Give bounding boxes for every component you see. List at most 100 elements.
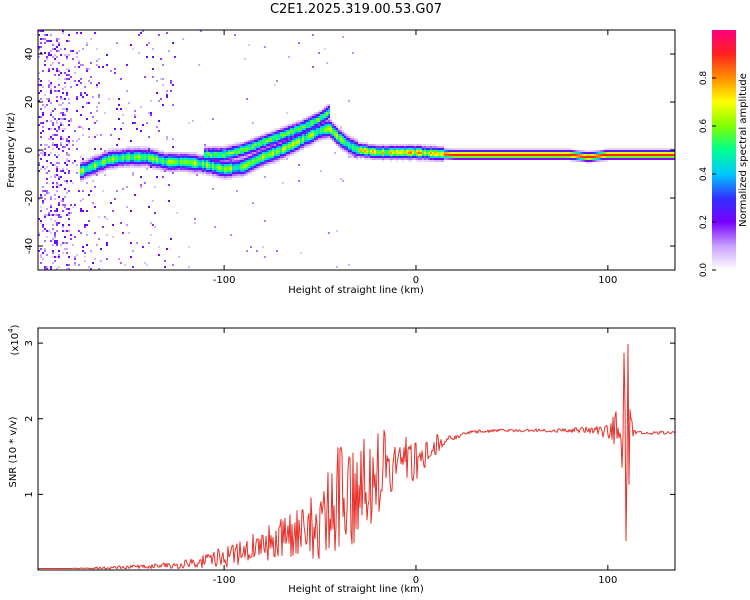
spectrogram-cell (292, 126, 294, 128)
spectrogram-cell (502, 152, 504, 154)
spectrogram-cell (578, 152, 580, 154)
spectrogram-cell (58, 176, 60, 178)
spectrogram-cell (356, 140, 358, 142)
spectrogram-cell (56, 90, 58, 92)
spectrogram-cell (106, 166, 108, 168)
spectrogram-cell (568, 152, 570, 154)
spectrogram-cell (244, 150, 246, 152)
spectrogram-cell (348, 100, 350, 102)
spectrogram-cell (546, 150, 548, 152)
spectrogram-cell (430, 158, 432, 160)
spectrogram-cell (662, 152, 664, 154)
spectrogram-cell (428, 146, 430, 148)
spectrogram-cell (640, 154, 642, 156)
spectrogram-cell (196, 154, 198, 156)
spectrogram-cell (270, 136, 272, 138)
spectrogram-cell (342, 146, 344, 148)
spectrogram-cell (222, 164, 224, 166)
spectrogram-cell (244, 154, 246, 156)
spectrogram-cell (238, 172, 240, 174)
spectrogram-cell (390, 156, 392, 158)
spectrogram-cell (572, 158, 574, 160)
spectrogram-cell (246, 166, 248, 168)
spectrogram-cell (282, 148, 284, 150)
spectrogram-cell (268, 140, 270, 142)
spectrogram-cell (152, 158, 154, 160)
spectrogram-cell (406, 146, 408, 148)
spectrogram-cell (262, 146, 264, 148)
spectrogram-cell (438, 158, 440, 160)
spectrogram-cell (292, 140, 294, 142)
spectrogram-cell (58, 154, 60, 156)
spectrogram-cell (406, 152, 408, 154)
spectrogram-cell (576, 160, 578, 162)
spectrogram-cell (54, 210, 56, 212)
spectrogram-cell (40, 158, 42, 160)
spectrogram-cell (564, 154, 566, 156)
spectrogram-cell (474, 148, 476, 150)
spectrogram-cell (160, 160, 162, 162)
spectrogram-cell (62, 128, 64, 130)
spectrogram-cell (440, 150, 442, 152)
spectrogram-cell (330, 122, 332, 124)
spectrogram-cell (460, 152, 462, 154)
spectrogram-cell (256, 168, 258, 170)
spectrogram-cell (320, 140, 322, 142)
spectrogram-cell (214, 156, 216, 158)
spectrogram-cell (240, 158, 242, 160)
spectrogram-cell (290, 144, 292, 146)
spectrogram-cell (154, 186, 156, 188)
spectrogram-cell (548, 152, 550, 154)
spectrogram-cell (312, 132, 314, 134)
spectrogram-cell (126, 166, 128, 168)
spectrogram-cell (636, 158, 638, 160)
spectrogram-cell (110, 164, 112, 166)
spectrogram-cell (510, 158, 512, 160)
spectrogram-cell (96, 160, 98, 162)
spectrogram-cell (516, 152, 518, 154)
spectrogram-cell (68, 40, 70, 42)
spectrogram-cell (196, 158, 198, 160)
spectrogram-cell (116, 158, 118, 160)
spectrogram-cell (212, 146, 214, 148)
spectrogram-cell (570, 156, 572, 158)
spectrogram-cell (248, 150, 250, 152)
spectrogram-cell (66, 192, 68, 194)
spectrogram-cell (494, 154, 496, 156)
spectrogram-cell (62, 118, 64, 120)
spectrogram-cell (530, 148, 532, 150)
spectrogram-cell (644, 148, 646, 150)
spectrogram-cell (376, 156, 378, 158)
spectrogram-cell (168, 152, 170, 154)
spectrogram-cell (76, 84, 78, 86)
spectrogram-cell (86, 174, 88, 176)
spectrogram-cell (502, 150, 504, 152)
spectrogram-cell (54, 198, 56, 200)
spectrogram-cell (204, 150, 206, 152)
spectrogram-cell (242, 164, 244, 166)
spectrogram-cell (140, 156, 142, 158)
spectrogram-cell (320, 114, 322, 116)
spectrogram-cell (466, 158, 468, 160)
spectrogram-cell (652, 158, 654, 160)
spectrogram-cell (282, 136, 284, 138)
spectrogram-cell (50, 176, 52, 178)
spectrogram-cell (216, 164, 218, 166)
spectrogram-cell (586, 162, 588, 164)
spectrogram-cell (236, 154, 238, 156)
spectrogram-cell (596, 154, 598, 156)
spectrogram-cell (212, 176, 214, 178)
colorbar-tick-label: 0.4 (699, 167, 709, 182)
spectrogram-cell (58, 266, 60, 268)
spectrogram-cell (52, 182, 54, 184)
spectrogram-cell (314, 142, 316, 144)
spectrogram-cell (634, 150, 636, 152)
spectrogram-cell (208, 162, 210, 164)
spectrogram-cell (546, 154, 548, 156)
spectrogram-cell (248, 44, 250, 46)
spectrogram-cell (614, 152, 616, 154)
spectrogram-cell (90, 268, 92, 270)
spectrogram-cell (326, 110, 328, 112)
spectrogram-cell (58, 184, 60, 186)
spectrogram-cell (190, 166, 192, 168)
